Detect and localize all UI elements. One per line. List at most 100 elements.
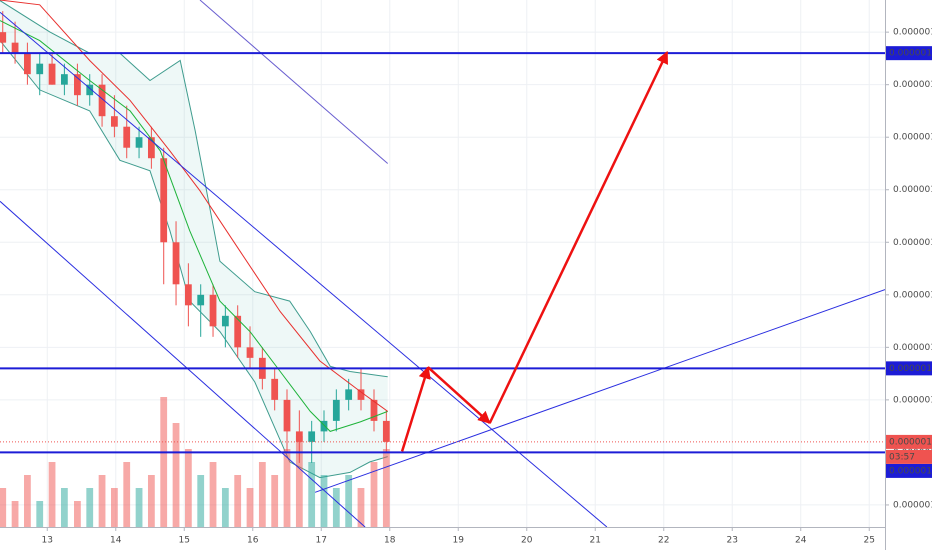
volume-bar (197, 475, 205, 527)
x-tick-label: 13 (42, 536, 53, 546)
candle-body (111, 116, 118, 127)
y-tick-label: 0.00000155 (893, 185, 932, 195)
candle-body (234, 315, 242, 348)
candle-body (123, 126, 131, 148)
candle-body (11, 42, 19, 54)
x-tick-label: 18 (384, 536, 396, 546)
volume-bar (382, 449, 390, 527)
volume-bar (357, 488, 365, 527)
last-price-label-box (886, 434, 932, 449)
volume-bar (48, 462, 56, 527)
volume-bar (246, 488, 254, 527)
y-tick-label: 0.00000125 (893, 500, 932, 510)
volume-bar (209, 462, 217, 527)
y-tick-label: 0.00000165 (893, 80, 932, 90)
candle-body (209, 294, 217, 327)
y-tick-label: 0.00000135 (893, 395, 932, 405)
x-tick-label: 15 (179, 536, 190, 546)
volume-bar (370, 462, 378, 527)
volume-bar (0, 488, 7, 527)
volume-bar (11, 501, 19, 527)
x-tick-label: 14 (110, 536, 122, 546)
candle-body (135, 137, 143, 148)
band-line (0, 40, 388, 479)
volume-bar (172, 423, 180, 527)
candle-body (98, 84, 106, 117)
volume-bar (111, 488, 118, 527)
x-tick-label: 17 (316, 536, 327, 546)
line (0, 200, 366, 527)
volume-bar (86, 488, 94, 527)
arrow (427, 366, 491, 424)
volume-bar (320, 475, 328, 527)
candle-body (271, 378, 279, 400)
candle-body (370, 399, 378, 421)
volume-bar (135, 488, 143, 527)
volume-bar (332, 488, 340, 527)
x-tick-label: 20 (521, 536, 533, 546)
candle-body (0, 32, 7, 43)
plot-area (0, 0, 885, 527)
volume-bar (36, 501, 44, 527)
volume-bar (271, 475, 279, 527)
candle-body (332, 399, 340, 421)
candle-body (320, 420, 328, 432)
candle-body (147, 137, 155, 159)
volume-bar (221, 488, 229, 527)
candle-body (382, 420, 390, 442)
x-tick-label: 25 (864, 536, 875, 546)
candle-body (172, 242, 180, 285)
volume-bar (258, 462, 266, 527)
volume-bar (147, 475, 155, 527)
y-tick-label: 0.00000160 (893, 133, 932, 143)
level-label-box (886, 361, 932, 376)
candle-body (308, 431, 316, 442)
candle-body (60, 74, 68, 85)
candle-body (74, 74, 81, 96)
volume-bar (295, 436, 303, 527)
y-tick-label: 0.00000170 (893, 28, 932, 38)
x-tick-label: 24 (795, 536, 807, 546)
volume-bar (283, 449, 291, 527)
volume-bar (74, 501, 81, 527)
candle-body (221, 315, 229, 327)
arrow (400, 366, 431, 452)
level-label: 0.00000130 (889, 466, 932, 476)
line (314, 289, 885, 493)
y-tick-label: 0.00000145 (893, 290, 932, 300)
volume-bar (234, 475, 242, 527)
candle-body (184, 284, 192, 306)
line (0, 0, 388, 412)
candle-body (36, 63, 44, 75)
candle-body (295, 431, 303, 442)
line (0, 20, 388, 432)
x-tick-label: 16 (247, 536, 259, 546)
volume-bar (24, 475, 31, 527)
volume-bar (60, 488, 68, 527)
candle-body (197, 294, 205, 306)
band-fill (0, 0, 388, 478)
countdown-label-box (886, 449, 932, 464)
volume-bar (98, 475, 106, 527)
volume-bar (123, 462, 131, 527)
level-label: 0.00000168 (889, 49, 932, 59)
x-tick-label: 23 (727, 536, 738, 546)
axes: 0.00000125 0.00000130 0.00000135 0.00000140… (42, 28, 932, 546)
level-label-box (886, 46, 932, 61)
candle-body (86, 84, 94, 96)
candle-body (24, 53, 31, 75)
level-label: 0.00000138 (889, 364, 932, 374)
volume-bar (160, 397, 168, 527)
volume-bar (308, 462, 316, 527)
candle-body (283, 399, 291, 432)
candle-body (48, 63, 56, 85)
x-tick-label: 22 (658, 536, 669, 546)
countdown-label: 03:57 (889, 452, 915, 462)
y-tick-label: 0.00000150 (893, 238, 932, 248)
level-label-box (886, 463, 932, 478)
volume-bar (184, 449, 192, 527)
line (199, 0, 389, 164)
